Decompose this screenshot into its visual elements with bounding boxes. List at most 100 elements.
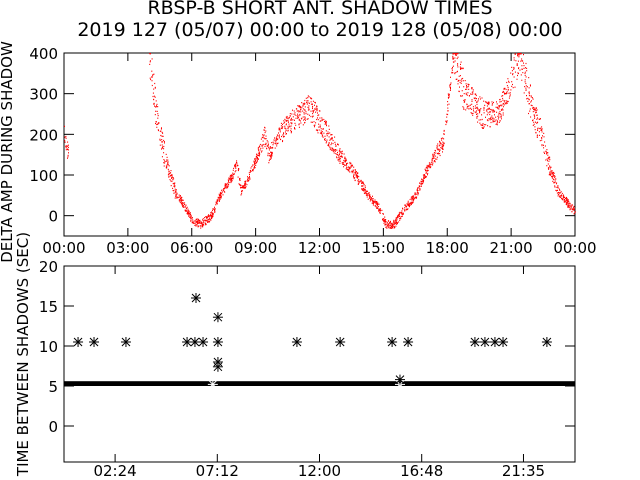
data-point [215,204,217,206]
data-point [280,127,282,129]
data-point [372,200,374,202]
data-point [412,195,414,197]
data-point [308,96,310,98]
data-point [565,197,567,199]
data-point [211,217,213,219]
data-point [399,215,401,217]
data-point [347,162,349,164]
data-point [483,100,485,102]
data-point [334,143,336,145]
data-point [283,120,285,122]
data-point [169,179,171,181]
data-point [430,163,432,166]
data-point [231,174,233,176]
data-point [284,131,286,133]
data-point [270,158,272,160]
data-point [569,204,571,206]
data-point [488,102,490,104]
data-point [491,110,493,112]
data-point [365,189,366,191]
data-point [67,141,69,143]
data-point [348,170,350,172]
data-point [378,209,380,212]
data-point [233,167,235,169]
data-point [479,109,481,111]
data-point [173,192,175,194]
data-point [406,205,408,207]
data-point [149,63,151,65]
data-point [266,148,268,150]
data-point [446,122,448,124]
data-point [155,100,157,102]
data-point [491,115,493,117]
data-point [247,176,248,178]
data-point [64,125,65,127]
data-point [384,220,385,222]
data-point [500,100,502,103]
data-point [353,174,355,176]
data-point [238,168,240,170]
data-point [570,207,572,209]
data-point [317,119,319,121]
data-point [315,129,317,131]
data-point [339,160,341,162]
data-point [481,124,483,126]
data-point [180,199,182,201]
data-point [174,186,176,188]
data-point [249,178,251,180]
data-point [282,140,284,142]
data-point [161,156,163,158]
data-point [452,61,454,63]
data-point [546,152,548,154]
data-point [519,53,521,55]
data-point [526,98,528,100]
data-point [207,221,209,223]
data-point [552,180,554,182]
data-point [394,222,396,224]
data-point [466,106,468,108]
data-point [221,189,223,191]
data-point [528,103,530,105]
data-point [326,139,328,141]
data-point [204,223,206,225]
data-point [427,169,429,172]
data-point [363,183,365,185]
data-point [416,191,418,193]
data-point [197,222,198,225]
data-point [528,98,530,100]
data-point [272,146,274,149]
data-point [472,108,474,110]
data-point [506,91,508,93]
data-point [266,145,268,147]
data-point [231,180,233,182]
data-point [500,109,502,111]
data-point [492,117,493,119]
data-point [299,114,301,116]
data-point [451,68,453,70]
data-point [308,107,310,109]
data-point [302,116,304,118]
data-point [474,107,476,109]
data-point [503,101,505,103]
data-point [523,67,525,69]
data-point [567,205,569,207]
data-point [157,117,159,119]
data-point [443,133,445,135]
data-point [321,131,323,133]
data-point [261,150,263,152]
data-point [397,223,398,225]
data-point [387,220,389,222]
data-point [491,118,493,120]
data-point [481,126,483,129]
data-point [349,167,351,170]
data-point [254,158,256,160]
data-point [457,53,459,55]
data-point [545,153,547,155]
data-point [307,113,309,115]
data-point [67,144,69,146]
data-point [215,201,217,203]
data-point [477,107,479,110]
data-point [335,145,337,147]
data-point [257,158,259,160]
data-point [204,217,206,219]
